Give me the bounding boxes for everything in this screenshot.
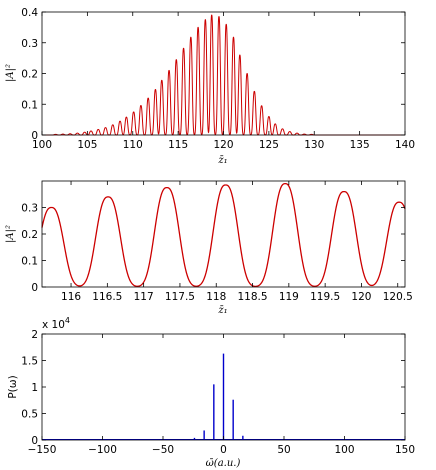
panel-0-xtick-label: 125 (259, 139, 279, 151)
panel-2-xtick-label: 100 (334, 444, 354, 456)
panel-3-ylabel: P(ω) (7, 375, 19, 398)
panel-2-ytick-label: 0 (31, 435, 38, 447)
panel-2-ytick-label: 1.5 (21, 356, 38, 368)
panel-0-xtick-label: 110 (123, 139, 143, 151)
panel-1-xtick-label: 118 (206, 291, 226, 303)
panel-2-ticks: 116 116.5 117 117.5 118 118.5 119 119.5 120 120.5… (21, 181, 413, 303)
panel-0-xtick-label: 115 (168, 139, 188, 151)
panel-1-xtick-label: 116.5 (92, 291, 122, 303)
panel-2-series-line (41, 183, 406, 288)
panel-3-xlabel: ω̄(a.u.) (206, 458, 241, 469)
panel-0-xtick-label: 120 (213, 139, 233, 151)
panel-0-xtick-label: 100 (32, 139, 52, 151)
panel-2-xtick-label: −100 (88, 444, 117, 456)
panel-0-xtick-label: 130 (304, 139, 324, 151)
panel-1-ticks: 100 105 110 115 120 125 130 135 140 0 0.1 0.2 0.3 0.4 (21, 7, 415, 151)
panel-0-ytick-label: 0.3 (21, 38, 38, 50)
panel-3-exponent-power: 4 (65, 316, 70, 325)
panel-1-xtick-label: 117.5 (165, 291, 195, 303)
panel-3-exponent-base: x 10 (42, 319, 65, 331)
panel-0-xtick-label: 105 (77, 139, 97, 151)
panel-2-xtick-label: 50 (277, 444, 290, 456)
panel-1-ytick-label: 0.1 (21, 256, 38, 268)
panel-2-ylabel: |A|² (5, 225, 16, 243)
panel-3: −150 −100 −50 0 50 100 150 0 0.5 1 1.5 2 P(ω) ω̄(a.… (7, 316, 415, 469)
panel-3-exponent-label: x 104 (42, 316, 70, 331)
panel-1: 100 105 110 115 120 125 130 135 140 0 0.1 0.2 0.3 0.4… (5, 7, 415, 166)
panel-2-ytick-label: 1 (31, 382, 38, 394)
panel-2: 116 116.5 117 117.5 118 118.5 119 119.5 120 120.5… (5, 180, 413, 316)
panel-2-xtick-label: 150 (395, 444, 415, 456)
panel-2-xtick-label: 0 (220, 444, 227, 456)
panel-1-ytick-label: 0 (31, 282, 38, 294)
panel-0-xtick-label: 135 (350, 139, 370, 151)
panel-1-xtick-label: 116 (61, 291, 81, 303)
panel-0-xtick-label: 140 (395, 139, 415, 151)
panel-1-ytick-label: 0.2 (21, 229, 38, 241)
panel-2-xtick-label: −150 (28, 444, 57, 456)
panel-0-ytick-label: 0 (31, 130, 38, 142)
panel-2-ytick-label: 2 (31, 329, 38, 341)
panel-1-xtick-label: 117 (134, 291, 154, 303)
panel-3-ticks: −150 −100 −50 0 50 100 150 0 0.5 1 1.5 2 (21, 329, 415, 456)
panel-3-spectral-lines (193, 353, 254, 440)
panel-0-ytick-label: 0.4 (21, 7, 38, 19)
panel-2-xtick-label: −50 (152, 444, 174, 456)
panel-1-xtick-label: 120.5 (383, 291, 413, 303)
panel-1-xtick-label: 120 (351, 291, 371, 303)
panel-1-xlabel: z̄₁ (217, 155, 227, 166)
panel-2-xlabel: z̄₁ (217, 305, 227, 316)
panel-2-ytick-label: 0.5 (21, 409, 38, 421)
panel-0-ytick-label: 0.1 (21, 99, 38, 111)
panel-1-ylabel: |A|² (5, 64, 16, 82)
panel-1-xtick-label: 119 (279, 291, 299, 303)
panel-1-xtick-label: 118.5 (238, 291, 268, 303)
panel-1-xtick-label: 119.5 (310, 291, 340, 303)
panel-1-ytick-label: 0.3 (21, 203, 38, 215)
panel-0-ytick-label: 0.2 (21, 69, 38, 81)
